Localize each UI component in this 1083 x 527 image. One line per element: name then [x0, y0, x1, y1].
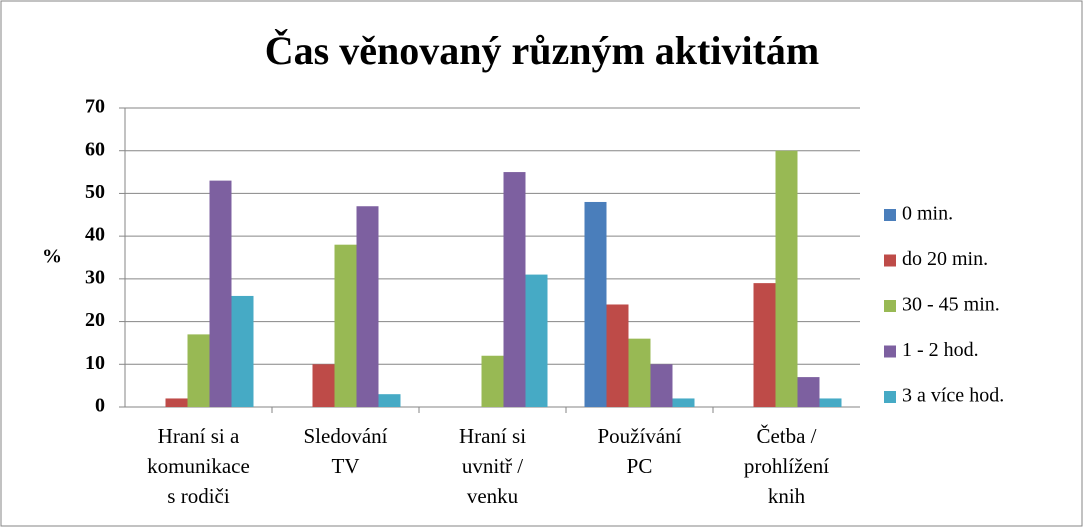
legend-swatch: [884, 209, 896, 221]
bar: [312, 364, 335, 407]
y-tick-label: 60: [85, 138, 105, 160]
legend-label: 30 - 45 min.: [902, 294, 1000, 316]
bar: [503, 172, 526, 407]
bar: [165, 398, 188, 407]
bar: [334, 244, 357, 407]
legend-label: do 20 min.: [902, 248, 988, 270]
legend-swatch: [884, 391, 896, 403]
legend-swatch: [884, 300, 896, 312]
x-tick-label: Četba / prohlížení knih: [743, 424, 830, 508]
bar: [753, 283, 776, 407]
bar: [775, 150, 798, 407]
y-tick-label: 40: [85, 224, 105, 246]
y-tick-label: 20: [85, 309, 105, 331]
bar: [606, 304, 629, 407]
y-tick-label: 30: [85, 266, 105, 288]
bar: [231, 295, 254, 407]
x-tick-label: Hraní si uvnitř / venku: [458, 424, 527, 508]
x-tick-label: Používání PC: [597, 424, 682, 478]
bar: [584, 201, 607, 407]
bar: [378, 394, 401, 407]
legend-swatch: [884, 254, 896, 267]
bar: [209, 180, 232, 407]
y-tick-label: 0: [95, 395, 105, 417]
x-tick-label: Sledování TV: [303, 424, 388, 478]
legend-label: 3 a více hod.: [902, 385, 1004, 407]
bar: [672, 398, 695, 407]
y-axis-label: %: [42, 246, 62, 268]
bar: [797, 377, 820, 407]
y-tick-label: 70: [85, 96, 105, 118]
bar: [650, 364, 673, 407]
y-tick-label: 50: [85, 181, 105, 203]
bar: [356, 206, 379, 407]
bar: [628, 338, 651, 407]
legend-label: 0 min.: [902, 203, 953, 225]
x-tick-label: Hraní si a komunikace s rodiči: [147, 424, 250, 508]
bar: [819, 398, 842, 407]
bar: [525, 274, 548, 407]
bar: [481, 355, 504, 407]
y-tick-label: 10: [85, 352, 105, 374]
legend-swatch: [884, 345, 896, 358]
chart-title: Čas věnovaný různým aktivitám: [265, 28, 819, 73]
legend-label: 1 - 2 hod.: [902, 339, 979, 361]
bar: [187, 334, 210, 407]
